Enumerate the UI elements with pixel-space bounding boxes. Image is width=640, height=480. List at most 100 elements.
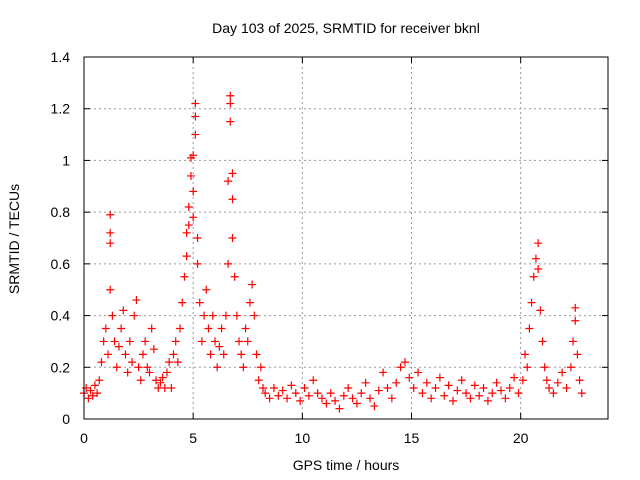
data-point bbox=[492, 378, 501, 387]
data-point bbox=[145, 368, 154, 377]
data-point bbox=[569, 337, 578, 346]
data-point bbox=[224, 177, 233, 186]
data-point bbox=[357, 389, 366, 398]
y-tick-label: 0.8 bbox=[51, 204, 71, 220]
x-tick-label: 0 bbox=[80, 430, 88, 446]
data-point bbox=[90, 381, 99, 390]
data-point bbox=[217, 324, 226, 333]
data-point bbox=[189, 213, 198, 222]
data-point bbox=[132, 296, 141, 305]
data-point bbox=[505, 383, 514, 392]
data-point bbox=[101, 324, 110, 333]
data-point bbox=[304, 391, 313, 400]
data-point bbox=[414, 368, 423, 377]
data-point bbox=[269, 383, 278, 392]
data-point bbox=[435, 373, 444, 382]
data-point bbox=[248, 280, 257, 289]
data-point bbox=[117, 324, 126, 333]
data-point bbox=[440, 391, 449, 400]
data-point bbox=[374, 386, 383, 395]
data-point bbox=[540, 363, 549, 372]
data-point bbox=[422, 378, 431, 387]
data-point bbox=[339, 391, 348, 400]
data-points bbox=[80, 91, 586, 413]
data-point bbox=[400, 358, 409, 367]
data-point bbox=[483, 396, 492, 405]
data-point bbox=[313, 389, 322, 398]
data-point bbox=[184, 221, 193, 230]
data-point bbox=[309, 376, 318, 385]
data-point bbox=[300, 383, 309, 392]
data-point bbox=[104, 350, 113, 359]
data-point bbox=[106, 285, 115, 294]
data-point bbox=[195, 298, 204, 307]
x-tick-label: 15 bbox=[404, 430, 420, 446]
data-point bbox=[162, 368, 171, 377]
data-point bbox=[562, 383, 571, 392]
data-point bbox=[256, 363, 265, 372]
data-point bbox=[545, 383, 554, 392]
data-point bbox=[431, 383, 440, 392]
data-point bbox=[523, 363, 532, 372]
data-point bbox=[182, 252, 191, 261]
data-point bbox=[106, 210, 115, 219]
data-point bbox=[575, 376, 584, 385]
data-point bbox=[287, 381, 296, 390]
y-tick-label: 1.2 bbox=[51, 101, 71, 117]
data-point bbox=[348, 394, 357, 403]
data-point bbox=[501, 394, 510, 403]
data-point bbox=[352, 399, 361, 408]
data-point bbox=[250, 311, 259, 320]
data-point bbox=[136, 376, 145, 385]
data-point bbox=[243, 337, 252, 346]
data-point bbox=[182, 228, 191, 237]
data-point bbox=[418, 389, 427, 398]
data-point bbox=[112, 363, 121, 372]
data-point bbox=[193, 234, 202, 242]
grid bbox=[84, 57, 608, 419]
data-point bbox=[93, 389, 102, 398]
data-point bbox=[470, 381, 479, 390]
data-point bbox=[573, 350, 582, 359]
data-point bbox=[226, 91, 235, 100]
y-tick-label: 0 bbox=[62, 411, 70, 427]
data-point bbox=[143, 363, 152, 372]
data-point bbox=[479, 383, 488, 392]
y-tick-label: 1 bbox=[62, 152, 70, 168]
data-point bbox=[171, 337, 180, 346]
data-point bbox=[213, 363, 222, 372]
data-point bbox=[99, 337, 108, 346]
data-point bbox=[331, 396, 340, 405]
data-point bbox=[191, 99, 200, 108]
data-point bbox=[453, 386, 462, 395]
data-point bbox=[549, 389, 558, 398]
data-point bbox=[510, 373, 519, 382]
data-point bbox=[466, 394, 475, 403]
data-point bbox=[152, 376, 161, 385]
data-point bbox=[531, 254, 540, 263]
data-point bbox=[558, 368, 567, 377]
y-axis-label: SRMTID / TECUs bbox=[6, 184, 22, 294]
data-point bbox=[226, 117, 235, 126]
data-point bbox=[110, 337, 119, 346]
data-point bbox=[252, 350, 261, 359]
data-point bbox=[488, 389, 497, 398]
data-point bbox=[553, 378, 562, 387]
data-point bbox=[261, 389, 270, 398]
data-point bbox=[88, 391, 97, 400]
y-tick-label: 0.6 bbox=[51, 256, 71, 272]
data-point bbox=[409, 383, 418, 392]
data-point bbox=[219, 350, 228, 359]
data-point bbox=[123, 368, 132, 377]
data-point bbox=[189, 151, 198, 160]
data-point bbox=[571, 316, 580, 325]
data-point bbox=[296, 396, 305, 405]
data-point bbox=[221, 311, 230, 320]
data-point bbox=[291, 389, 300, 398]
data-point bbox=[84, 394, 93, 403]
data-point bbox=[180, 272, 189, 281]
data-point bbox=[200, 311, 209, 320]
data-point bbox=[121, 350, 130, 359]
data-point bbox=[119, 306, 128, 315]
